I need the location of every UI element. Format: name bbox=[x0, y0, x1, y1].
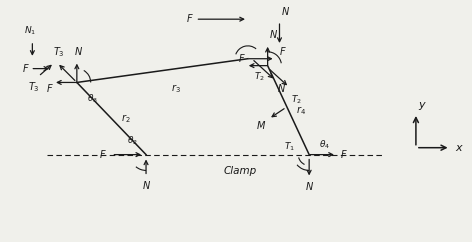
Text: N: N bbox=[281, 7, 289, 17]
Text: $r_4$: $r_4$ bbox=[296, 104, 306, 117]
Text: N: N bbox=[143, 181, 150, 191]
Text: $r_3$: $r_3$ bbox=[171, 83, 181, 95]
Text: N: N bbox=[270, 30, 277, 40]
Text: F: F bbox=[279, 47, 285, 57]
Text: F: F bbox=[100, 150, 106, 160]
Text: y: y bbox=[418, 100, 424, 110]
Text: $N_1$: $N_1$ bbox=[24, 24, 36, 37]
Text: $T_3$: $T_3$ bbox=[28, 81, 40, 94]
Text: $T_2$: $T_2$ bbox=[291, 93, 302, 106]
Text: $T_1$: $T_1$ bbox=[284, 140, 295, 153]
Text: x: x bbox=[455, 143, 462, 153]
Text: F: F bbox=[341, 150, 346, 160]
Text: $\theta_3$: $\theta_3$ bbox=[87, 92, 98, 105]
Text: Clamp: Clamp bbox=[223, 166, 257, 176]
Text: F: F bbox=[23, 64, 28, 74]
Text: $r_2$: $r_2$ bbox=[121, 112, 131, 125]
Text: $\theta_4$: $\theta_4$ bbox=[319, 138, 330, 151]
Text: $\theta_2$: $\theta_2$ bbox=[127, 135, 138, 147]
Text: $T_3$: $T_3$ bbox=[53, 45, 65, 59]
Text: F: F bbox=[187, 14, 193, 24]
Text: $T_2$: $T_2$ bbox=[254, 71, 265, 83]
Text: F: F bbox=[46, 84, 52, 94]
Text: N: N bbox=[75, 47, 83, 57]
Text: N: N bbox=[305, 182, 313, 192]
Text: M: M bbox=[256, 121, 265, 131]
Text: F: F bbox=[238, 54, 244, 64]
Text: N: N bbox=[278, 84, 285, 94]
